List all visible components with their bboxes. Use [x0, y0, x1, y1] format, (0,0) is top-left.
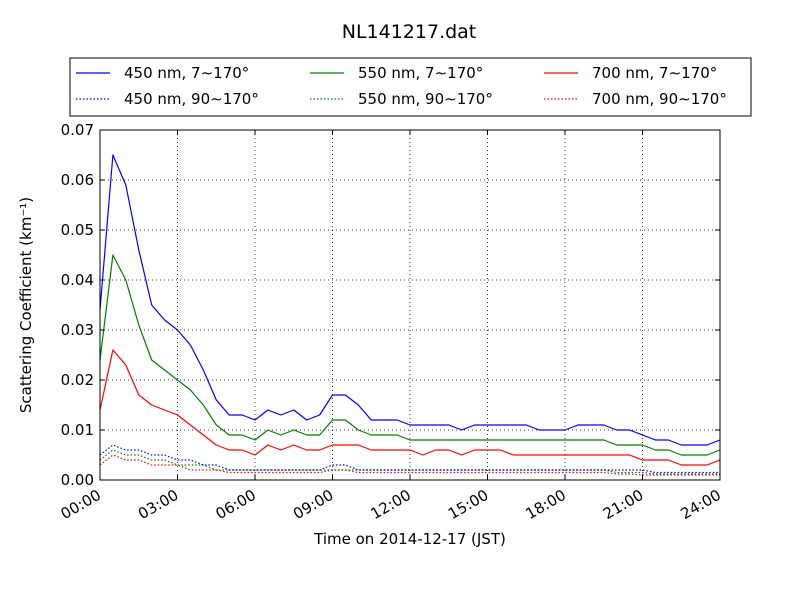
- legend-label: 550 nm, 90∼170°: [358, 90, 493, 108]
- y-tick-label: 0.06: [61, 171, 94, 189]
- series-line: [99, 449, 720, 475]
- y-tick-label: 0.02: [61, 371, 94, 389]
- chart-title: NL141217.dat: [342, 21, 477, 43]
- series-line: [99, 254, 721, 456]
- series-line: [99, 444, 720, 474]
- legend-label: 700 nm, 90∼170°: [592, 90, 727, 108]
- series-line: [99, 154, 721, 446]
- series-line: [99, 454, 720, 476]
- y-tick-label: 0.01: [61, 421, 94, 439]
- x-axis-label: Time on 2014-12-17 (JST): [313, 530, 506, 548]
- legend-label: 450 nm, 7∼170°: [124, 64, 249, 82]
- tick-marks: [99, 129, 721, 481]
- y-tick-label: 0.05: [61, 221, 94, 239]
- legend-label: 450 nm, 90∼170°: [124, 90, 259, 108]
- legend: 450 nm, 7∼170° 550 nm, 7∼170° 700 nm, 7∼17…: [69, 57, 752, 117]
- y-tick-label: 0.00: [61, 471, 94, 489]
- legend-frame: [69, 57, 752, 117]
- y-tick-label: 0.07: [61, 121, 94, 139]
- y-axis-label: Scattering Coefficient (km⁻¹): [17, 197, 35, 413]
- y-tick-label: 0.03: [61, 321, 94, 339]
- series-layer: [99, 154, 721, 476]
- legend-label: 700 nm, 7∼170°: [592, 64, 717, 82]
- legend-label: 550 nm, 7∼170°: [358, 64, 483, 82]
- y-tick-label: 0.04: [61, 271, 94, 289]
- series-line: [99, 349, 721, 466]
- plot-area: [100, 130, 720, 480]
- y-tick-labels: 0.00 0.01 0.02 0.03 0.04 0.05 0.06 0.07: [61, 121, 94, 489]
